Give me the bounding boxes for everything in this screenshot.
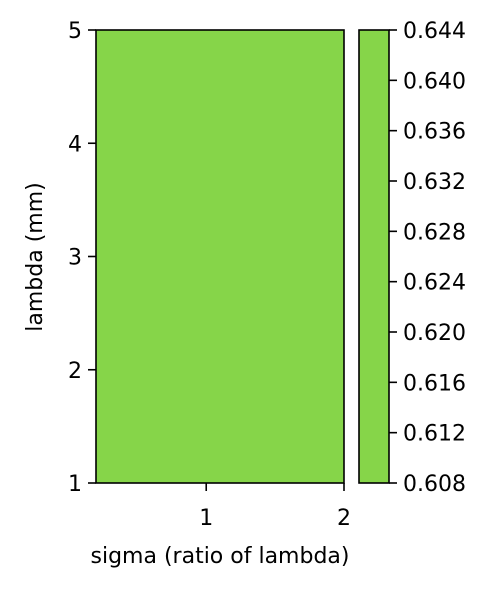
y-tick-label: 1 bbox=[68, 472, 82, 497]
y-tick-label: 2 bbox=[68, 359, 82, 384]
x-tick-label: 1 bbox=[199, 506, 213, 531]
colorbar-tick-label: 0.612 bbox=[403, 422, 466, 447]
colorbar-fill bbox=[359, 30, 389, 483]
y-tick-label: 5 bbox=[68, 19, 82, 44]
colorbar-tick-label: 0.620 bbox=[403, 321, 466, 346]
plot-area: 1 2 1 2 3 4 5 bbox=[68, 19, 351, 531]
y-tick-label: 3 bbox=[68, 246, 82, 271]
colorbar-tick-label: 0.616 bbox=[403, 371, 466, 396]
x-tick-label: 2 bbox=[337, 506, 351, 531]
contour-fill bbox=[96, 30, 344, 483]
colorbar-tick-label: 0.632 bbox=[403, 170, 466, 195]
colorbar-tick-label: 0.640 bbox=[403, 69, 466, 94]
y-axis-title: lambda (mm) bbox=[23, 182, 48, 331]
colorbar: 0.608 0.612 0.616 0.620 0.624 0.628 0.632 0.636… bbox=[359, 19, 466, 497]
colorbar-tick-label: 0.624 bbox=[403, 271, 466, 296]
colorbar-tick-label: 0.628 bbox=[403, 220, 466, 245]
colorbar-tick-label: 0.644 bbox=[403, 19, 466, 44]
colorbar-tick-label: 0.636 bbox=[403, 120, 466, 145]
y-tick-label: 4 bbox=[68, 132, 82, 157]
colorbar-tick-label: 0.608 bbox=[403, 472, 466, 497]
x-axis-title: sigma (ratio of lambda) bbox=[91, 544, 350, 569]
